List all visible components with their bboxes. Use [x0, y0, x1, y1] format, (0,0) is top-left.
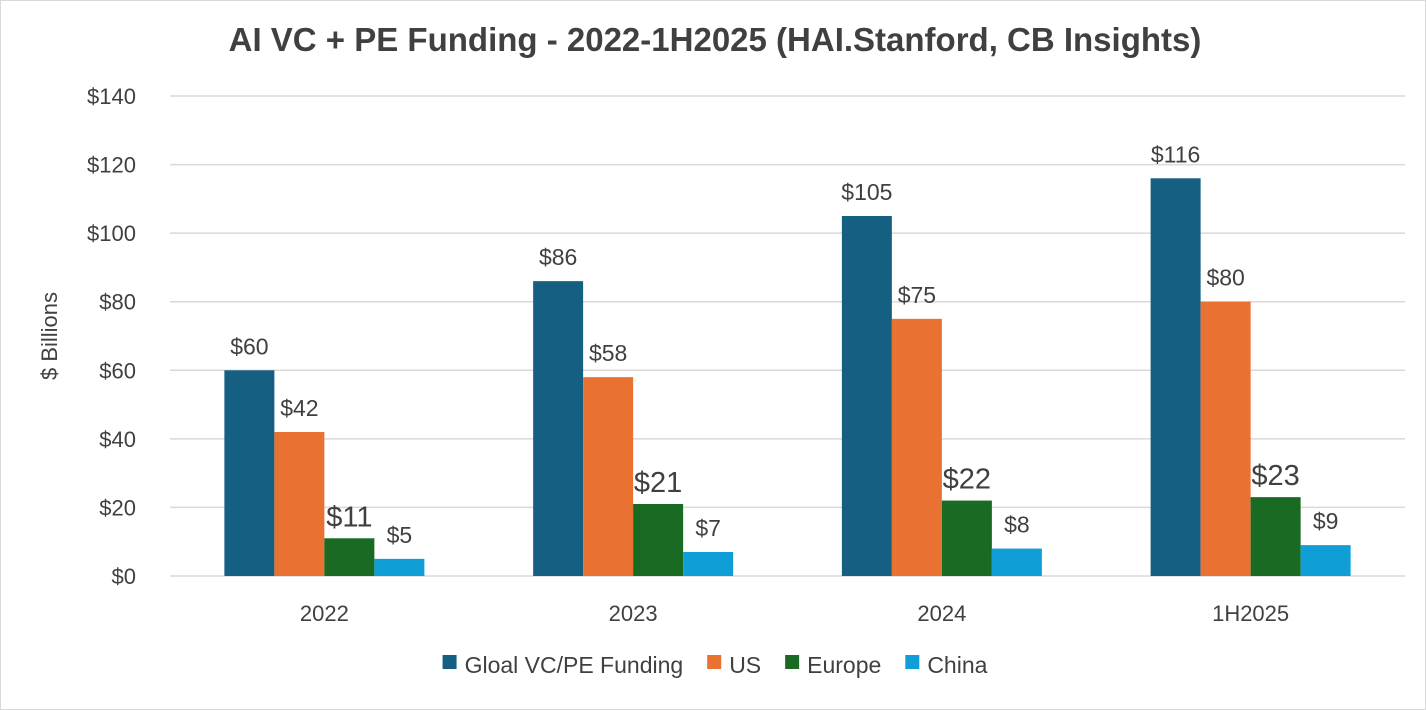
data-label: $5: [387, 522, 413, 548]
data-label: $9: [1313, 508, 1339, 534]
y-tick-label: $40: [99, 427, 136, 452]
x-tick-label: 2023: [609, 601, 658, 626]
y-axis-label: $ Billions: [37, 292, 62, 380]
data-label: $11: [326, 501, 372, 533]
data-label: $22: [943, 464, 991, 496]
bar-europe-2023: [633, 504, 684, 576]
legend-swatch: [707, 655, 722, 669]
y-tick-label: $80: [99, 290, 136, 315]
bar-europe-2022: [324, 538, 375, 576]
data-label: $8: [1004, 512, 1030, 538]
legend-item: Gloal VC/PE Funding: [442, 652, 684, 678]
bar-gloal-vc-pe-funding-2022: [224, 370, 275, 576]
bar-gloal-vc-pe-funding-2024: [841, 216, 892, 576]
y-tick-label: $0: [112, 564, 136, 589]
y-tick-label: $60: [99, 358, 136, 383]
legend-label: US: [729, 652, 761, 678]
data-label: $21: [634, 467, 682, 499]
data-label: $86: [539, 244, 577, 270]
legend: Gloal VC/PE Funding US Europe China: [442, 652, 988, 678]
bar-europe-1h2025: [1250, 497, 1301, 576]
data-label: $116: [1151, 141, 1200, 167]
y-tick-label: $20: [99, 495, 136, 520]
bar-china-1h2025: [1300, 545, 1351, 576]
legend-label: Europe: [807, 652, 881, 678]
legend-item: US: [707, 652, 761, 678]
data-label: $60: [230, 333, 268, 359]
data-label: $105: [841, 179, 892, 205]
bar-china-2023: [683, 552, 734, 576]
data-label: $42: [280, 395, 318, 421]
bar-china-2024: [991, 548, 1042, 576]
x-tick-label: 2022: [300, 601, 349, 626]
legend-swatch: [442, 655, 457, 669]
legend-swatch: [785, 655, 800, 669]
y-axis-ticks: $0 $20 $40 $60 $80 $100 $120 $140: [87, 84, 136, 589]
legend-label: China: [927, 652, 987, 678]
bar-us-1h2025: [1200, 301, 1251, 576]
x-tick-label: 2024: [917, 601, 966, 626]
x-axis-categories: 2022 2023 2024 1H2025: [300, 601, 1289, 626]
data-label: $7: [695, 515, 721, 541]
y-tick-label: $100: [87, 221, 136, 246]
data-label: $58: [589, 340, 627, 366]
legend-item: Europe: [785, 652, 881, 678]
legend-swatch: [905, 655, 920, 669]
y-tick-label: $120: [87, 153, 136, 178]
data-label: $80: [1206, 265, 1244, 291]
bar-us-2024: [891, 318, 942, 576]
legend-item: China: [905, 652, 988, 678]
data-label: $23: [1251, 460, 1299, 492]
bar-gloal-vc-pe-funding-1h2025: [1150, 178, 1201, 577]
chart-title: AI VC + PE Funding - 2022-1H2025 (HAI.St…: [229, 21, 1202, 58]
bar-europe-2024: [941, 500, 992, 576]
y-tick-label: $140: [87, 84, 136, 109]
bar-us-2023: [583, 377, 634, 576]
bar-gloal-vc-pe-funding-2023: [533, 281, 584, 576]
x-tick-label: 1H2025: [1212, 601, 1289, 626]
data-label: $75: [898, 282, 936, 308]
bar-us-2022: [274, 432, 325, 576]
bar-china-2022: [374, 558, 425, 576]
bars: [224, 178, 1351, 577]
legend-label: Gloal VC/PE Funding: [465, 652, 684, 678]
data-labels: $60 $42 $11 $5 $86 $58 $21 $7 $105 $75 $22 $8 $116 $8…: [230, 141, 1338, 548]
